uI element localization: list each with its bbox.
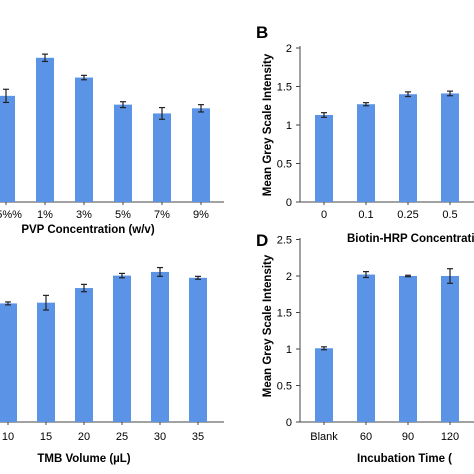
x-tick-label: 35	[192, 431, 204, 443]
y-tick-label: 0.5	[277, 381, 292, 393]
bar	[399, 94, 417, 202]
x-tick-label: 25%%	[0, 209, 22, 221]
bar	[0, 95, 15, 202]
x-tick-label: 120	[441, 431, 459, 443]
bar	[151, 271, 169, 422]
y-tick-label: 0.5	[277, 159, 292, 171]
panel-incubation-time: D Mean Grey Scale Intensity Incubation T…	[256, 231, 474, 465]
x-tick-label: 20	[78, 431, 90, 443]
y-axis-label: Mean Grey Scale Intensity	[262, 254, 274, 397]
bar	[37, 302, 55, 422]
bar	[153, 113, 171, 202]
x-tick-label: 7%	[154, 209, 170, 221]
bar	[399, 276, 417, 422]
bar	[36, 57, 54, 202]
y-tick-label: 0	[286, 197, 292, 209]
y-axis-label: Mean Grey Scale Intensity	[262, 53, 274, 196]
x-axis-label: Incubation Time (	[357, 453, 452, 465]
x-tick-label: 15	[40, 431, 52, 443]
bar	[75, 77, 93, 202]
bar	[441, 93, 459, 202]
y-tick-label: 2	[286, 43, 292, 55]
x-axis-label: TMB Volume (µL)	[37, 453, 130, 465]
x-tick-label: 25	[116, 431, 128, 443]
y-tick-label: 2.5	[277, 235, 292, 247]
y-tick-label: 1	[286, 344, 292, 356]
x-tick-label: 3%	[76, 209, 92, 221]
bar	[357, 274, 375, 422]
panel-biotin-hrp: B Mean Grey Scale Intensity Biotin-HRP C…	[256, 23, 474, 245]
panel-letter-d: D	[256, 231, 268, 250]
panel-pvp-concentration: PVP Concentration (w/v) 25%% 1% 3% 5% 7% 9%	[0, 53, 224, 236]
y-tick-label: 1.5	[277, 82, 292, 94]
x-tick-label: 0.25	[397, 209, 418, 221]
x-tick-label: 90	[402, 431, 414, 443]
x-tick-label: 1%	[37, 209, 53, 221]
x-tick-label: 10	[2, 431, 14, 443]
y-tick-label: 0	[286, 417, 292, 429]
bar	[357, 104, 375, 202]
bar	[189, 277, 207, 422]
y-tick-label: 2	[286, 271, 292, 283]
x-tick-label: 60	[360, 431, 372, 443]
x-tick-label: 30	[154, 431, 166, 443]
bar	[192, 108, 210, 202]
bar	[0, 303, 17, 422]
x-tick-label: 0.1	[358, 209, 373, 221]
bar	[441, 276, 459, 422]
panel-tmb-volume: TMB Volume (µL) 10 15 20 25 30 35	[0, 266, 224, 465]
x-tick-label: 9%	[193, 209, 209, 221]
y-tick-label: 1.5	[277, 308, 292, 320]
x-axis-label: PVP Concentration (w/v)	[21, 224, 155, 236]
x-axis-label: Biotin-HRP Concentration	[347, 233, 474, 245]
bar	[114, 104, 132, 202]
bar	[113, 275, 131, 422]
x-tick-label: 5%	[115, 209, 131, 221]
bar	[315, 348, 333, 422]
bar	[315, 114, 333, 202]
x-tick-label: 0	[321, 209, 327, 221]
x-tick-label: 0.5	[442, 209, 457, 221]
panel-letter-b: B	[256, 23, 268, 42]
y-tick-label: 1	[286, 120, 292, 132]
x-tick-label: Blank	[310, 431, 338, 443]
bar	[75, 288, 93, 422]
